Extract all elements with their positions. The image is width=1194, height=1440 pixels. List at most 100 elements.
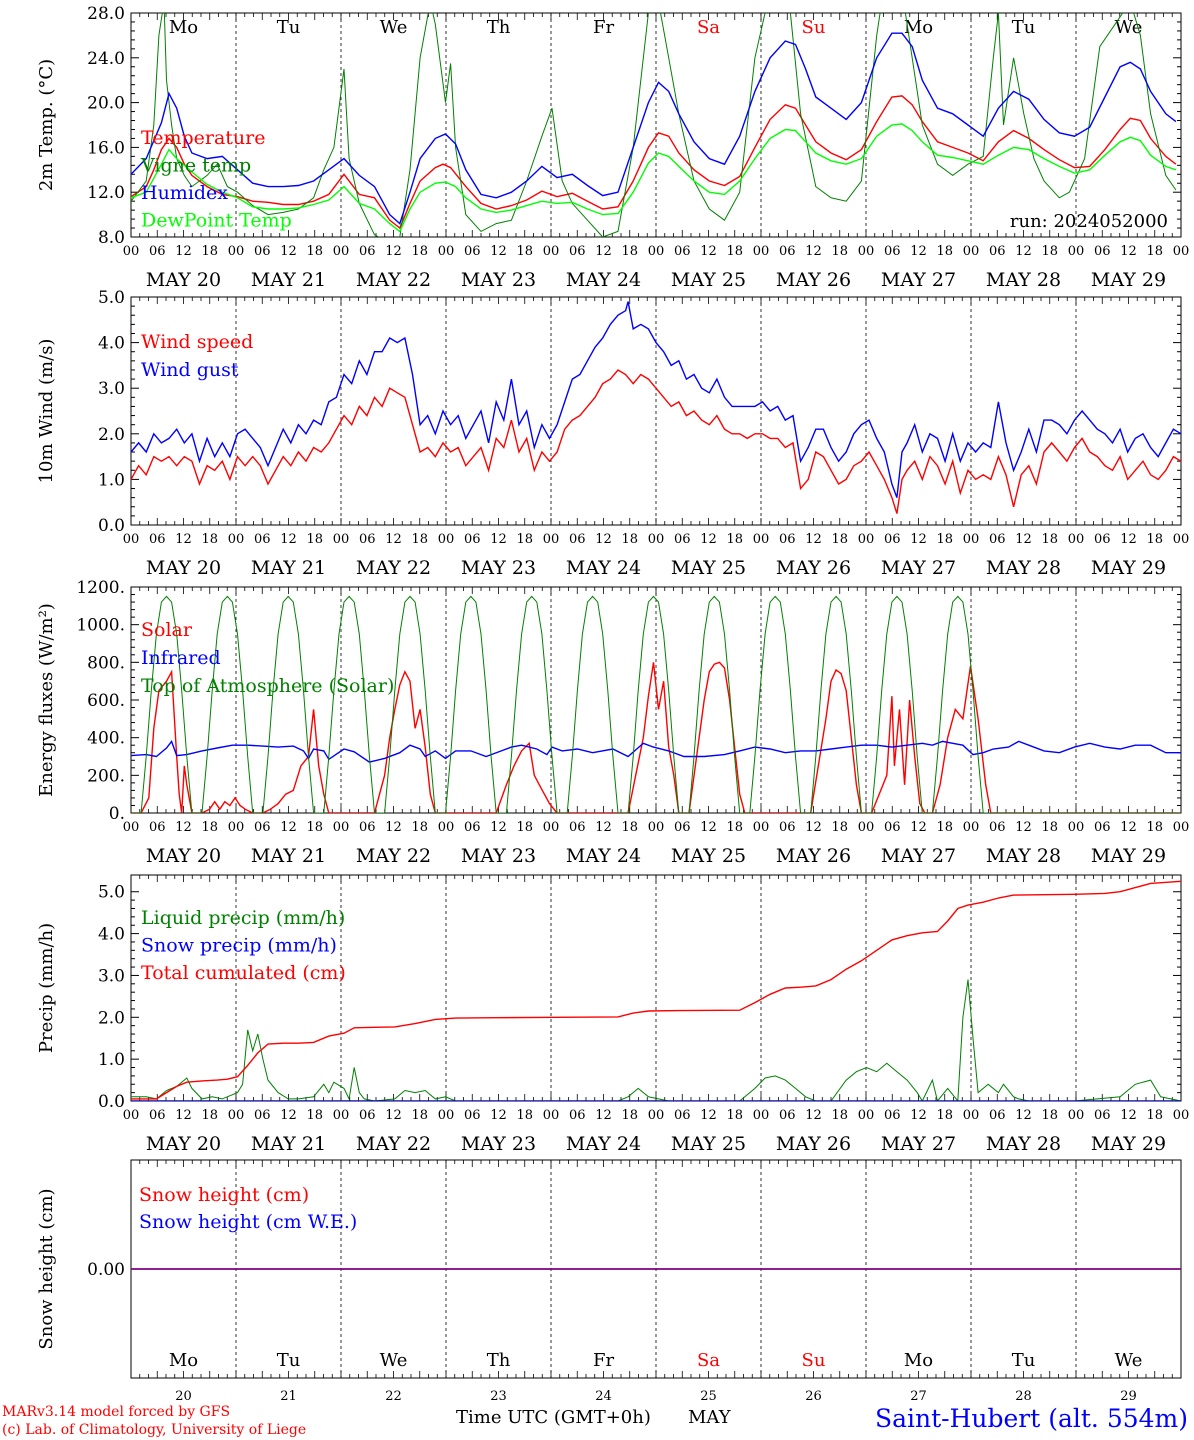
hour-tick-label: 06 [149,1108,166,1123]
legend-entry: Humidex [141,182,228,204]
hour-tick-label: 12 [385,820,402,835]
day-number-label: 27 [910,1389,927,1404]
y-tick-label: 200. [87,766,125,786]
day-date-label: MAY 23 [461,1133,536,1155]
y-tick-label: 0.0 [98,516,125,536]
y-tick-label: 24.0 [87,49,125,69]
y-tick-label: 28.0 [87,4,125,24]
panel-4: 0.0 1.0 2.0 3.0 4.0 5.0 Precip (mm/h) 00 06 12 18 M… [36,874,1189,1155]
y-tick-label: 20.0 [87,94,125,114]
hour-tick-label: 06 [779,820,796,835]
hour-tick-label: 00 [753,532,770,547]
legend-entry: Solar [141,619,193,641]
day-date-label: MAY 28 [986,557,1061,579]
hour-tick-label: 06 [674,820,691,835]
y-tick-label: 2.0 [98,1008,125,1028]
hour-tick-label: 00 [333,244,350,259]
hour-tick-label: 06 [359,820,376,835]
hour-tick-label: 18 [306,532,323,547]
hour-tick-label: 06 [779,1108,796,1123]
y-tick-label: 5.0 [98,288,125,308]
legend-entry: Wind speed [141,331,253,353]
series-group [131,301,1181,514]
series-line-humidex [131,32,1177,225]
day-date-label: MAY 28 [986,1133,1061,1155]
hour-tick-label: 18 [831,820,848,835]
weekday-label: Tu [1012,1350,1036,1371]
hour-tick-label: 00 [1068,820,1085,835]
y-tick-label: 1200. [76,578,125,598]
hour-tick-label: 06 [359,532,376,547]
hour-tick-label: 06 [254,532,271,547]
panel-5: 0.00 Snow height (cm) Mo 20 Tu 21 We 22 Th 23 Fr 24… [36,1159,1182,1404]
weekday-label: Su [802,1350,826,1371]
weekday-label: We [380,1350,408,1371]
panel-3: 0. 200. 400. 600. 800. 1000. 1200. Energy fluxe… [36,578,1189,867]
hour-tick-label: 12 [175,244,192,259]
legend-entry: Infrared [141,647,221,669]
legend-entry: DewPoint Temp [141,210,292,232]
y-tick-label: 400. [87,729,125,749]
hour-tick-label: 12 [595,532,612,547]
y-tick-label: 12.0 [87,183,125,203]
hour-tick-label: 06 [149,532,166,547]
day-date-label: MAY 21 [251,269,326,291]
hour-tick-label: 18 [306,1108,323,1123]
day-date-label: MAY 28 [986,269,1061,291]
hour-tick-label: 00 [123,244,140,259]
weekday-label: Sa [697,17,720,38]
month-label: MAY [688,1407,732,1428]
hour-tick-label: 12 [1015,532,1032,547]
hour-tick-label: 12 [805,820,822,835]
hour-tick-label: 00 [1068,1108,1085,1123]
day-date-label: MAY 27 [881,845,956,867]
hour-tick-label: 12 [385,1108,402,1123]
day-date-label: MAY 20 [146,845,221,867]
hour-tick-label: 06 [884,532,901,547]
hour-tick-label: 00 [648,532,665,547]
day-number-label: 24 [595,1389,612,1404]
hour-tick-label: 06 [884,1108,901,1123]
hour-tick-label: 06 [989,820,1006,835]
hour-tick-label: 12 [280,244,297,259]
hour-tick-label: 12 [700,1108,717,1123]
series-line-solar [131,661,1181,813]
hour-tick-label: 00 [1068,532,1085,547]
day-date-label: MAY 24 [566,1133,641,1155]
y-axis-label: Precip (mm/h) [36,923,57,1053]
hour-tick-label: 12 [490,820,507,835]
day-number-label: 22 [385,1389,402,1404]
hour-tick-label: 18 [621,820,638,835]
hour-tick-label: 18 [1041,244,1058,259]
series-group [131,13,1177,237]
hour-tick-label: 00 [123,1108,140,1123]
day-date-label: MAY 22 [356,557,431,579]
hour-tick-label: 12 [910,532,927,547]
hour-tick-label: 00 [753,820,770,835]
day-date-label: MAY 25 [671,557,746,579]
day-date-label: MAY 29 [1091,557,1166,579]
day-date-label: MAY 21 [251,845,326,867]
hour-tick-label: 12 [910,1108,927,1123]
hour-tick-label: 06 [1094,820,1111,835]
weekday-label: Mo [169,1350,198,1371]
hour-tick-label: 00 [228,532,245,547]
y-tick-label: 0.0 [98,1092,125,1112]
day-date-label: MAY 29 [1091,1133,1166,1155]
weekday-label: Mo [169,17,198,38]
day-date-label: MAY 24 [566,269,641,291]
hour-tick-label: 18 [516,532,533,547]
hour-tick-label: 06 [464,1108,481,1123]
y-axis-label: Snow height (cm) [36,1188,57,1349]
hour-tick-label: 18 [1041,532,1058,547]
hour-tick-label: 18 [726,820,743,835]
hour-tick-label: 18 [516,244,533,259]
hour-tick-label: 12 [490,1108,507,1123]
hour-tick-label: 00 [543,820,560,835]
hour-tick-label: 12 [1015,1108,1032,1123]
hour-tick-label: 12 [1120,532,1137,547]
hour-tick-label: 18 [516,820,533,835]
hour-tick-label: 00 [963,244,980,259]
day-date-label: MAY 26 [776,845,851,867]
